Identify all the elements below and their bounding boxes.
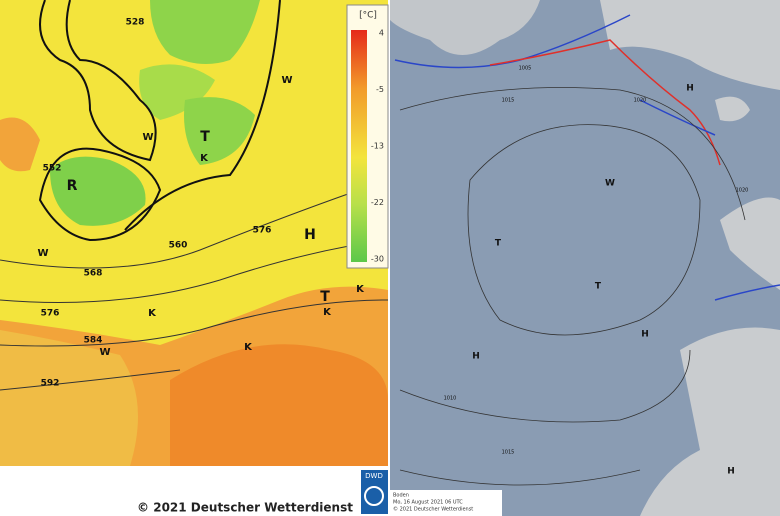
- legend-tick-label: -30: [371, 255, 384, 264]
- isobar-label: 1015: [502, 98, 515, 104]
- land: [720, 197, 780, 290]
- legend-tick-label: 4: [379, 29, 384, 38]
- map-marker: W: [142, 132, 153, 143]
- pressure-center: T: [595, 282, 602, 292]
- isobar: [399, 87, 746, 221]
- map-marker: W: [37, 248, 48, 259]
- land: [640, 327, 780, 516]
- pressure-center: H: [727, 467, 735, 477]
- pressure-center: W: [605, 179, 615, 189]
- cold-front: [639, 99, 716, 136]
- map-marker: K: [148, 308, 157, 319]
- copyright: © 2021 Deutscher Wetterdienst: [137, 501, 353, 515]
- contour-label: 576: [41, 309, 60, 319]
- legend-unit: [°C]: [359, 11, 377, 21]
- cold-area: [50, 156, 146, 226]
- land: [390, 0, 540, 55]
- legend-tick-label: -22: [371, 198, 384, 207]
- map-marker: T: [320, 289, 330, 305]
- map-marker: W: [99, 347, 110, 358]
- pressure-center: T: [495, 239, 502, 249]
- pressure-center: H: [472, 352, 480, 362]
- contour-line: [38, 147, 162, 242]
- contour-line: [0, 299, 389, 347]
- contour-label: 560: [169, 241, 188, 251]
- map-marker: K: [244, 342, 253, 353]
- contour-label: 552: [43, 164, 62, 174]
- map-marker: R: [67, 178, 78, 194]
- contour-line: [0, 369, 181, 391]
- map-marker: K: [323, 307, 332, 318]
- contour-label: 592: [41, 379, 60, 389]
- contour-label: 576: [253, 226, 272, 236]
- land: [600, 0, 780, 90]
- isobar-label: 1010: [444, 396, 457, 402]
- info-line: Mo, 16 August 2021 06 UTC: [393, 500, 463, 506]
- warm-front: [489, 39, 721, 166]
- contour-label: 528: [126, 18, 145, 28]
- pressure-center: H: [686, 84, 694, 94]
- map-marker: W: [281, 75, 292, 86]
- contour-line: [0, 179, 389, 269]
- contour-line: [124, 0, 281, 231]
- isobar: [399, 469, 641, 486]
- legend-tick-label: -13: [371, 142, 384, 151]
- cold-area: [150, 0, 260, 64]
- isobar-label: 1020: [736, 188, 749, 194]
- isobar-label: 1020: [634, 98, 647, 104]
- info-line: Boden: [393, 493, 409, 499]
- pressure-center: H: [641, 330, 649, 340]
- warm-area: [0, 117, 40, 172]
- cold-area: [139, 64, 215, 120]
- map-marker: K: [356, 284, 365, 295]
- logo-symbol: [364, 486, 384, 506]
- cold-area: [184, 97, 255, 165]
- isobar-label: 1005: [519, 66, 532, 72]
- cold-front: [714, 284, 780, 301]
- land: [715, 96, 750, 122]
- isobar: [399, 349, 691, 423]
- map-marker: K: [200, 153, 209, 164]
- map-marker: H: [304, 227, 316, 243]
- legend-ticks: 4 -5 -13 -22 -30: [371, 29, 384, 264]
- isobar: [467, 124, 701, 336]
- right-labels: H H H H T T W 1015 1015 1020 1020 1010 1005: [444, 66, 749, 477]
- info-box: [390, 490, 502, 516]
- map-marker: T: [200, 129, 210, 145]
- contour-line: [0, 239, 389, 303]
- warm-area: [0, 330, 138, 466]
- legend-colorbar: [351, 30, 367, 262]
- isobar-label: 1015: [502, 450, 515, 456]
- contour-line: [39, 0, 157, 162]
- contour-label: 568: [84, 269, 103, 279]
- logo-text: DWD: [365, 472, 383, 480]
- info-line: © 2021 Deutscher Wetterdienst: [393, 506, 473, 513]
- hot-area: [170, 344, 388, 466]
- contour-label: 584: [84, 336, 103, 346]
- legend-tick-label: -5: [376, 85, 384, 94]
